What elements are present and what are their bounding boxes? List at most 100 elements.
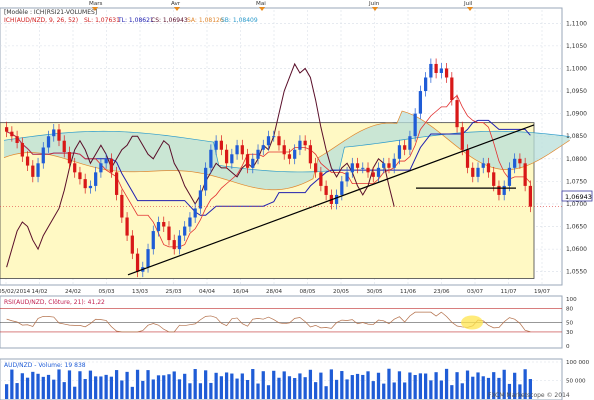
- volume-bar: [230, 373, 234, 399]
- candle-body: [135, 253, 140, 272]
- volume-bar: [135, 369, 140, 399]
- volume-bar: [272, 370, 276, 399]
- x-tick-label: 30/05: [367, 289, 384, 295]
- rsi-highlight: [461, 315, 483, 330]
- candle-body: [492, 172, 496, 186]
- x-tick-label: 16/04: [233, 289, 250, 295]
- candle-body: [109, 158, 113, 173]
- candle-body: [245, 154, 250, 168]
- candle-body: [308, 145, 313, 164]
- candle-body: [88, 185, 93, 189]
- volume-bar: [308, 369, 313, 399]
- candle-body: [240, 145, 244, 155]
- y-tick-label: 1,0850: [566, 133, 587, 140]
- candle-body: [261, 145, 265, 150]
- candle-body: [4, 127, 9, 132]
- rsi-tick-label: 50: [566, 321, 574, 327]
- candle-body: [355, 163, 360, 168]
- candle-body: [230, 154, 234, 164]
- volume-bar: [151, 379, 155, 399]
- volume-bar: [460, 383, 464, 399]
- candle-body: [156, 222, 161, 232]
- candle-body: [188, 217, 192, 227]
- candle-body: [303, 140, 307, 146]
- sa-value: SA: 1,08126: [187, 17, 224, 24]
- candle-body: [224, 149, 229, 164]
- volume-bar: [277, 377, 281, 399]
- candle-body: [476, 167, 480, 177]
- candle-body: [214, 140, 218, 150]
- candle-body: [513, 158, 517, 168]
- candle-body: [382, 163, 386, 168]
- candle-body: [83, 179, 87, 189]
- candle-body: [256, 149, 260, 159]
- candle-body: [528, 185, 533, 207]
- volume-bar: [319, 372, 323, 399]
- volume-bar: [266, 385, 271, 399]
- tl-value: TL: 1,08621: [117, 17, 154, 24]
- candle-body: [319, 172, 323, 186]
- volume-bar: [193, 369, 197, 399]
- volume-bar: [481, 376, 485, 399]
- volume-bar: [350, 375, 354, 399]
- candle-body: [31, 165, 35, 177]
- month-label: Juil: [463, 1, 473, 7]
- candle-body: [183, 226, 187, 236]
- volume-bar: [198, 383, 203, 399]
- volume-bar: [303, 377, 307, 399]
- volume-bar: [36, 373, 40, 399]
- candle-body: [455, 100, 459, 128]
- candle-body: [345, 172, 349, 182]
- volume-bar: [245, 379, 250, 399]
- candle-body: [272, 136, 276, 138]
- y-tick-label: 1,1050: [566, 43, 587, 50]
- candle-body: [67, 152, 72, 164]
- volume-bar: [403, 382, 407, 399]
- price-tag-label: 1,06943: [565, 193, 592, 201]
- volume-bar: [450, 385, 454, 399]
- month-label: Avr: [171, 1, 181, 7]
- candle-body: [314, 163, 318, 173]
- volume-bar: [219, 376, 223, 399]
- volume-bar: [329, 369, 333, 399]
- volume-bar: [99, 376, 103, 399]
- candle-body: [497, 185, 501, 195]
- candle-body: [287, 154, 292, 159]
- volume-bar: [141, 380, 145, 399]
- y-tick-label: 1,1000: [566, 65, 587, 72]
- candle-body: [219, 140, 223, 150]
- candle-body: [204, 167, 208, 191]
- x-tick-label: 11/07: [501, 289, 518, 295]
- rsi-tick-label: 0: [566, 344, 570, 350]
- volume-bar: [88, 370, 93, 399]
- senkou-a-line: [3, 110, 570, 191]
- volume-bar: [146, 370, 150, 399]
- candle-body: [114, 172, 119, 195]
- candle-body: [177, 235, 182, 250]
- candle-body: [15, 136, 19, 143]
- candle-body: [78, 172, 82, 180]
- y-tick-label: 1,0900: [566, 111, 587, 118]
- candle-body: [471, 167, 475, 177]
- volume-bar: [109, 376, 113, 399]
- candle-body: [298, 140, 302, 150]
- volume-bar: [424, 373, 428, 399]
- volume-bar: [518, 384, 522, 399]
- volume-bar: [172, 371, 176, 399]
- x-tick-label: 19/07: [534, 289, 551, 295]
- volume-bar: [209, 382, 213, 399]
- volume-tick-label: 100 000: [566, 360, 590, 366]
- volume-bar: [15, 383, 19, 399]
- candle-body: [418, 91, 423, 114]
- candle-body: [502, 185, 506, 195]
- kumo-area: [4, 111, 570, 190]
- candle-body: [403, 145, 407, 150]
- x-tick-label: 05/03: [99, 289, 116, 295]
- candle-body: [486, 163, 491, 173]
- y-tick-label: 1,0700: [566, 201, 587, 208]
- volume-bar: [235, 378, 239, 399]
- volume-bar: [293, 378, 297, 399]
- candle-body: [10, 131, 14, 137]
- candle-body: [282, 145, 286, 155]
